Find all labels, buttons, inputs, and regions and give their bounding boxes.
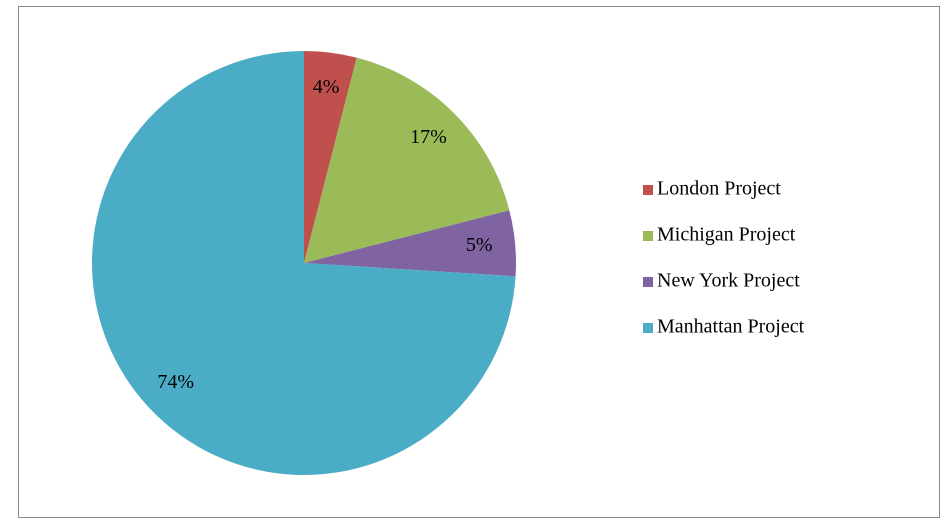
legend-swatch bbox=[643, 323, 653, 333]
pie-slice bbox=[304, 51, 357, 263]
data-label: 17% bbox=[410, 126, 447, 148]
legend-swatch bbox=[643, 185, 653, 195]
legend-label: Manhattan Project bbox=[657, 316, 805, 338]
legend-label: London Project bbox=[657, 178, 781, 200]
legend-swatch bbox=[643, 277, 653, 287]
data-label: 5% bbox=[466, 234, 493, 256]
legend-swatch bbox=[643, 231, 653, 241]
legend-label: New York Project bbox=[657, 270, 800, 292]
pie-slice bbox=[304, 210, 516, 277]
legend-label: Michigan Project bbox=[657, 224, 796, 246]
data-label: 74% bbox=[157, 371, 194, 393]
pie-slice bbox=[91, 51, 516, 475]
pie-slice bbox=[304, 57, 510, 263]
data-label: 4% bbox=[313, 76, 340, 98]
